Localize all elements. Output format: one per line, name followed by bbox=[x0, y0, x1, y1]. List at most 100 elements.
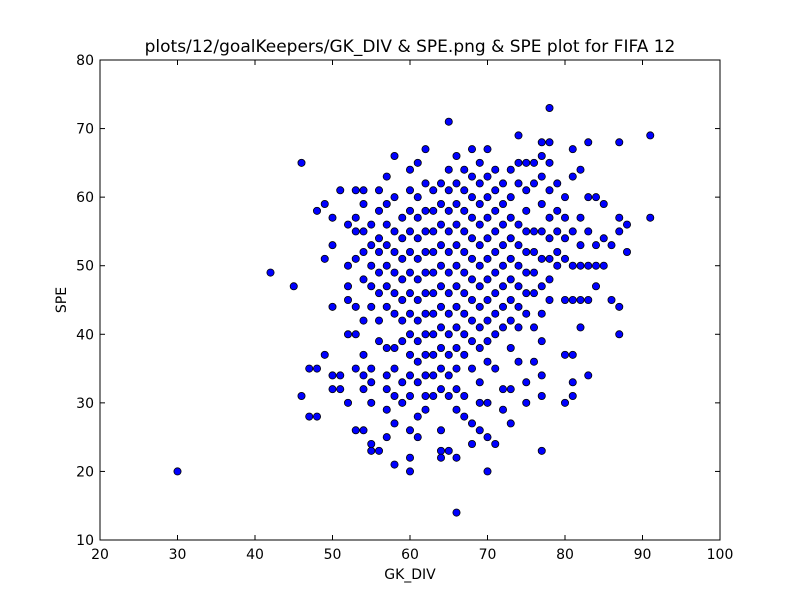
data-point bbox=[429, 350, 438, 359]
data-point bbox=[537, 282, 546, 291]
data-point bbox=[475, 158, 484, 167]
data-points bbox=[173, 104, 655, 517]
data-point bbox=[537, 446, 546, 455]
data-point bbox=[405, 247, 414, 256]
data-point bbox=[475, 343, 484, 352]
data-point bbox=[413, 193, 422, 202]
data-point bbox=[351, 254, 360, 263]
data-point bbox=[374, 446, 383, 455]
data-point bbox=[444, 446, 453, 455]
data-point bbox=[561, 350, 570, 359]
data-point bbox=[359, 247, 368, 256]
data-point bbox=[506, 316, 515, 325]
y-tick-label: 80 bbox=[76, 53, 94, 69]
data-point bbox=[436, 426, 445, 435]
data-point bbox=[413, 433, 422, 442]
data-point bbox=[359, 371, 368, 380]
data-point bbox=[367, 220, 376, 229]
data-point bbox=[491, 439, 500, 448]
data-point bbox=[584, 371, 593, 380]
data-point bbox=[390, 268, 399, 277]
data-point bbox=[545, 138, 554, 147]
data-point bbox=[452, 261, 461, 270]
data-point bbox=[173, 467, 182, 476]
data-point bbox=[522, 186, 531, 195]
data-point bbox=[336, 186, 345, 195]
data-point bbox=[467, 295, 476, 304]
data-point bbox=[413, 316, 422, 325]
data-point bbox=[351, 330, 360, 339]
data-point bbox=[452, 302, 461, 311]
data-point bbox=[483, 213, 492, 222]
data-point bbox=[514, 323, 523, 332]
data-point bbox=[506, 343, 515, 352]
data-point bbox=[452, 179, 461, 188]
data-point bbox=[436, 241, 445, 250]
data-point bbox=[429, 309, 438, 318]
x-tick-label: 30 bbox=[169, 547, 187, 563]
data-point bbox=[576, 323, 585, 332]
data-point bbox=[607, 295, 616, 304]
chart-title: plots/12/goalKeepers/GK_DIV & SPE.png & … bbox=[145, 37, 676, 57]
data-point bbox=[537, 337, 546, 346]
data-point bbox=[475, 378, 484, 387]
data-point bbox=[374, 289, 383, 298]
data-point bbox=[561, 234, 570, 243]
data-point bbox=[576, 213, 585, 222]
data-point bbox=[413, 158, 422, 167]
y-tick-label: 30 bbox=[76, 396, 94, 412]
data-point bbox=[413, 234, 422, 243]
data-point bbox=[530, 268, 539, 277]
data-point bbox=[351, 364, 360, 373]
data-point bbox=[405, 268, 414, 277]
data-point bbox=[522, 378, 531, 387]
data-point bbox=[390, 460, 399, 469]
data-point bbox=[452, 343, 461, 352]
data-point bbox=[444, 289, 453, 298]
data-point bbox=[506, 165, 515, 174]
data-point bbox=[483, 254, 492, 263]
data-point bbox=[530, 227, 539, 236]
data-point bbox=[405, 206, 414, 215]
data-point bbox=[537, 227, 546, 236]
data-point bbox=[382, 261, 391, 270]
data-point bbox=[374, 268, 383, 277]
data-point bbox=[483, 275, 492, 284]
data-point bbox=[498, 261, 507, 270]
data-point bbox=[568, 261, 577, 270]
data-point bbox=[491, 289, 500, 298]
data-point bbox=[646, 131, 655, 140]
data-point bbox=[421, 289, 430, 298]
data-point bbox=[452, 220, 461, 229]
data-point bbox=[382, 199, 391, 208]
data-point bbox=[382, 302, 391, 311]
data-point bbox=[444, 186, 453, 195]
data-point bbox=[522, 227, 531, 236]
data-point bbox=[584, 227, 593, 236]
data-point bbox=[491, 268, 500, 277]
data-point bbox=[305, 364, 314, 373]
data-point bbox=[390, 193, 399, 202]
data-point bbox=[312, 206, 321, 215]
data-point bbox=[615, 302, 624, 311]
data-point bbox=[343, 330, 352, 339]
x-tick-label: 60 bbox=[401, 547, 419, 563]
data-point bbox=[553, 227, 562, 236]
data-point bbox=[429, 268, 438, 277]
data-point bbox=[491, 227, 500, 236]
data-point bbox=[343, 220, 352, 229]
data-point bbox=[405, 289, 414, 298]
data-point bbox=[623, 247, 632, 256]
data-point bbox=[436, 385, 445, 394]
data-point bbox=[398, 378, 407, 387]
data-point bbox=[436, 179, 445, 188]
data-point bbox=[436, 302, 445, 311]
data-point bbox=[289, 282, 298, 291]
data-point bbox=[359, 316, 368, 325]
data-point bbox=[351, 302, 360, 311]
data-point bbox=[467, 419, 476, 428]
data-point bbox=[491, 309, 500, 318]
data-point bbox=[382, 172, 391, 181]
data-point bbox=[405, 165, 414, 174]
data-point bbox=[615, 213, 624, 222]
